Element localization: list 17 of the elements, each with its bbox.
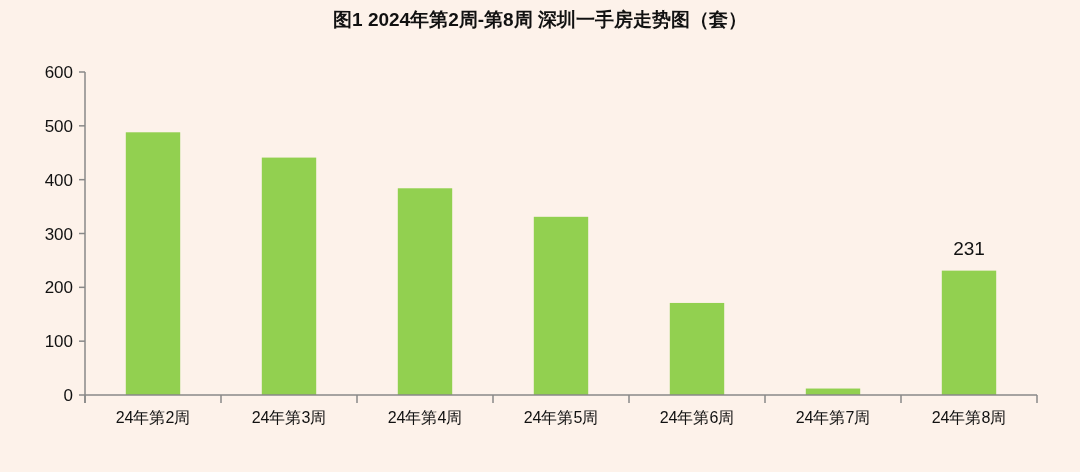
x-tick-label: 24年第8周 — [931, 409, 1007, 426]
y-tick-label: 600 — [44, 63, 73, 82]
y-tick-label: 400 — [44, 170, 73, 190]
y-tick-label: 0 — [63, 386, 73, 405]
data-label: 231 — [953, 237, 985, 259]
x-tick-label: 24年第6周 — [659, 409, 735, 426]
series: 231 — [125, 132, 997, 395]
y-tick-label: 200 — [44, 278, 73, 298]
x-tick-label: 24年第5周 — [523, 409, 599, 426]
y-tick-label: 300 — [44, 224, 73, 244]
x-tick-label: 24年第7周 — [795, 409, 871, 426]
y-tick-label: 500 — [44, 116, 73, 136]
x-tick-label: 24年第4周 — [387, 409, 463, 426]
y-tick-label: 100 — [44, 332, 73, 352]
x-tick-label: 24年第3周 — [251, 409, 327, 426]
title: 图1 2024年第2周-第8周 深圳一手房走势图（套） — [333, 9, 747, 30]
x-tick-label: 24年第2周 — [115, 409, 191, 426]
